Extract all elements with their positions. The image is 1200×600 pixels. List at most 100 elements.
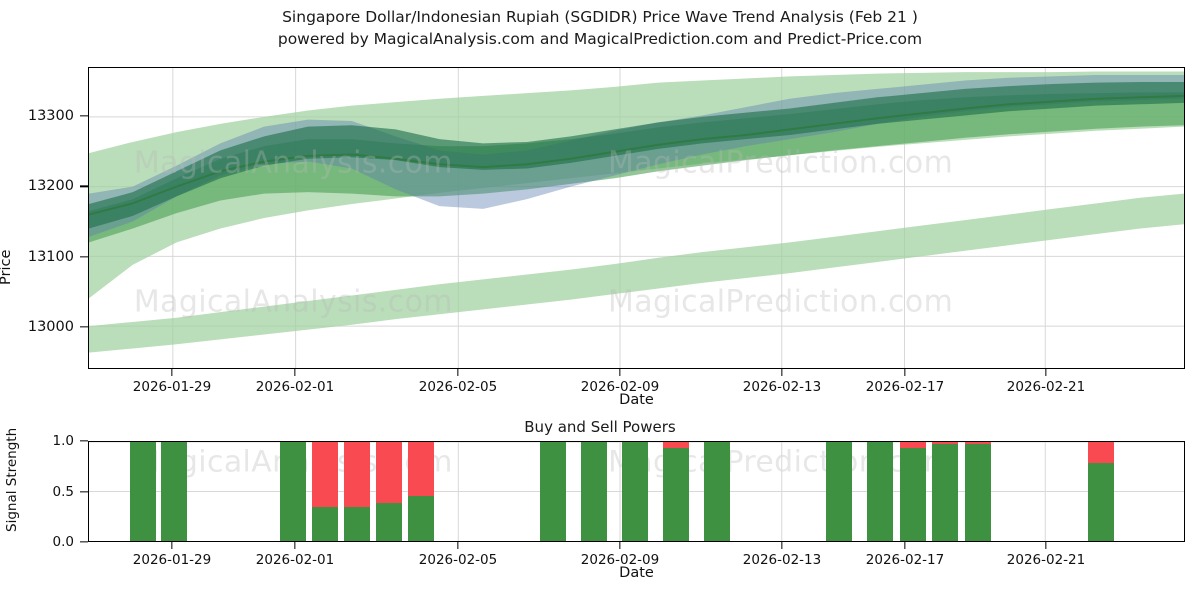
signal-bar[interactable] [965,442,991,541]
buy-power-segment [581,442,607,541]
price-x-axis: 2026-01-29 2026-02-01 2026-02-05 2026-02-09… [88,369,1185,403]
signal-x-tick-label: 2026-02-13 [742,552,822,568]
signal-y-tick-mark [80,541,88,543]
price-x-tick-label: 2026-02-21 [1006,379,1086,395]
signal-x-axis-label: Date [619,565,654,581]
buy-power-segment [932,444,958,541]
buy-power-segment [867,442,893,541]
signal-x-tick-mark [619,542,621,549]
price-x-tick-mark [619,369,621,376]
watermark: MagicalAnalysis.com [134,284,453,319]
buy-power-segment [826,442,852,541]
signal-bar[interactable] [704,442,730,541]
buy-power-segment [663,448,689,541]
price-x-tick-label: 2026-02-13 [742,379,822,395]
price-y-tick-mark [80,185,88,188]
buy-power-segment [622,442,648,541]
price-y-tick-label: 13000 [27,318,74,335]
sell-power-segment [1088,442,1114,464]
signal-bar[interactable] [344,442,370,541]
signal-x-tick-mark [171,542,173,549]
price-x-tick-label: 2026-02-17 [865,379,945,395]
signal-bar[interactable] [900,442,926,541]
signal-chart-title: Buy and Sell Powers [524,418,676,436]
watermark: MagicalAnalysis.com [134,145,453,180]
sell-power-segment [408,442,434,496]
price-x-tick-label: 2026-02-09 [580,379,660,395]
signal-y-tick-label: 0.0 [52,534,74,550]
sell-power-segment [663,442,689,449]
page-title: Singapore Dollar/Indonesian Rupiah (SGDI… [0,6,1200,50]
signal-x-tick-label: 2026-01-29 [132,552,212,568]
signal-y-tick-mark [80,490,88,493]
price-plot-area: MagicalAnalysis.com MagicalPrediction.com… [88,67,1185,369]
title-line-1: Singapore Dollar/Indonesian Rupiah (SGDI… [282,8,918,26]
signal-bar[interactable] [161,442,187,541]
signal-x-tick-mark [904,542,906,549]
price-x-tick-mark [457,369,459,376]
buy-power-segment [1088,463,1114,541]
watermark: MagicalPrediction.com [608,145,953,180]
price-x-axis-label: Date [619,392,654,408]
price-x-tick-mark [294,369,296,376]
signal-y-axis: 0.0 0.5 1.0 [0,433,88,550]
watermark: MagicalPrediction.com [608,284,953,319]
price-chart-panel: MagicalAnalysis.com MagicalPrediction.com… [88,67,1185,369]
signal-x-tick-label: 2026-02-05 [418,552,498,568]
signal-x-tick-label: 2026-02-09 [580,552,660,568]
price-x-tick-mark [781,369,783,376]
signal-bar[interactable] [867,442,893,541]
price-x-tick-label: 2026-02-01 [255,379,335,395]
buy-power-segment [312,506,338,541]
signal-x-axis: 2026-01-29 2026-02-01 2026-02-05 2026-02-09… [88,542,1185,576]
sell-power-segment [900,442,926,449]
signal-bar[interactable] [932,442,958,541]
signal-x-tick-mark [1045,542,1047,549]
sell-power-segment [312,442,338,507]
signal-bar[interactable] [622,442,648,541]
price-x-tick-label: 2026-01-29 [132,379,212,395]
signal-bar[interactable] [280,442,306,541]
sell-power-segment [344,442,370,507]
signal-bar[interactable] [130,442,156,541]
signal-x-tick-mark [457,542,459,549]
signal-bar[interactable] [826,442,852,541]
buy-power-segment [161,442,187,541]
sell-power-segment [932,442,958,445]
signal-bar[interactable] [663,442,689,541]
signal-bar[interactable] [1088,442,1114,541]
price-y-tick-mark [80,255,88,258]
signal-bars [89,442,1184,541]
signal-bar[interactable] [312,442,338,541]
signal-y-tick-label: 1.0 [52,433,74,449]
price-x-tick-mark [904,369,906,376]
price-y-tick-label: 13200 [27,178,74,195]
price-y-tick-label: 13300 [27,108,74,125]
price-y-tick-mark [80,115,88,117]
price-watermark-layer: MagicalAnalysis.com MagicalPrediction.com… [134,145,953,319]
signal-y-tick-mark [80,440,88,442]
buy-power-segment [408,495,434,541]
price-x-tick-label: 2026-02-05 [418,379,498,395]
signal-y-tick-label: 0.5 [52,483,74,500]
signal-bar[interactable] [408,442,434,541]
signal-x-tick-label: 2026-02-17 [865,552,945,568]
price-wave-graphic [89,68,1184,368]
signal-bar[interactable] [540,442,566,541]
signal-x-tick-mark [781,542,783,549]
signal-bar[interactable] [581,442,607,541]
price-y-axis-label: Price [0,249,14,285]
signal-bar[interactable] [376,442,402,541]
price-x-tick-mark [1045,369,1047,376]
buy-power-segment [900,448,926,541]
buy-power-segment [540,442,566,541]
sell-power-segment [965,442,991,445]
price-x-tick-mark [171,369,173,376]
price-y-tick-label: 13100 [27,248,74,265]
price-y-tick-mark [80,326,88,328]
buy-power-segment [130,442,156,541]
buy-power-segment [704,442,730,541]
